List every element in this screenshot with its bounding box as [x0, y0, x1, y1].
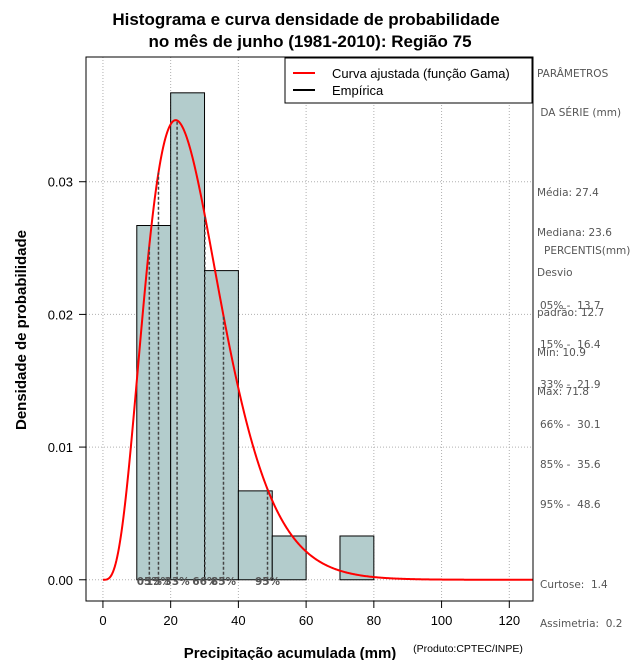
percentile-label-85: 85%: [211, 576, 237, 588]
percentis-heading: PERCENTIS(mm): [544, 245, 631, 257]
histogram-bar-4: [271, 535, 307, 581]
curtose: Curtose: 1.4: [540, 578, 608, 591]
params-panel: PARÂMETROS DA SÉRIE (mm) Média: 27.4 Med…: [537, 41, 621, 413]
percentis-panel: 05% - 13.7 15% - 16.4 33% - 21.9 66% - 3…: [540, 273, 622, 645]
param-min: Mín: 10.9: [537, 346, 586, 359]
chart-title-line1: Histograma e curva densidade de probabil…: [112, 10, 499, 29]
param-desvio: Desvio: [537, 266, 573, 279]
histogram-bar-1: [170, 92, 206, 581]
legend-box: [284, 57, 533, 104]
chart-title-line2: no mês de junho (1981-2010): Região 75: [148, 32, 471, 51]
y-tick-label-1: 0.01: [48, 440, 73, 455]
params-heading-line2: DA SÉRIE (mm): [537, 107, 622, 120]
percentil-66: 66% - 30.1: [540, 419, 601, 432]
x-tick-label-6: 120: [498, 613, 520, 628]
legend-label-1: Empírica: [332, 83, 384, 98]
percentile-label-15: 15%: [146, 576, 172, 588]
x-tick-label-4: 80: [367, 613, 381, 628]
y-tick-label-0: 0.00: [48, 573, 73, 588]
x-tick-label-2: 40: [231, 613, 245, 628]
x-tick-label-3: 60: [299, 613, 313, 628]
param-media: Média: 27.4: [537, 186, 599, 199]
x-axis-label: Precipitação acumulada (mm): [184, 645, 397, 660]
params-heading-line1: PARÂMETROS: [537, 67, 609, 80]
y-tick-label-2: 0.02: [48, 307, 73, 322]
param-max: Máx: 71.8: [537, 386, 589, 399]
histogram-bar-3: [237, 490, 273, 581]
percentil-85: 85% - 35.6: [540, 459, 601, 472]
percentil-05: 05% - 13.7: [540, 299, 601, 312]
legend-label-0: Curva ajustada (função Gama): [332, 66, 510, 81]
percentile-label-95: 95%: [255, 576, 281, 588]
percentil-33: 33% - 21.9: [540, 379, 601, 392]
histogram-bar-2: [204, 270, 239, 581]
param-padrao: padrão: 12.7: [537, 306, 605, 319]
x-tick-label-1: 20: [163, 613, 177, 628]
param-mediana: Mediana: 23.6: [537, 226, 612, 239]
percentil-15: 15% - 16.4: [540, 339, 601, 352]
y-axis-label: Densidade de probabilidade: [13, 230, 30, 430]
gamma-density-curve: [102, 119, 533, 581]
x-tick-label-5: 100: [431, 613, 453, 628]
histogram-bar-6: [339, 535, 375, 581]
x-tick-label-0: 0: [99, 613, 106, 628]
percentil-95: 95% - 48.6: [540, 499, 601, 512]
percentile-label-05: 05%: [137, 576, 163, 588]
assimetria: Assimetria: 0.2: [540, 618, 623, 631]
y-tick-label-3: 0.03: [48, 175, 73, 190]
percentile-label-66: 66%: [192, 576, 218, 588]
credit-label: (Produto:CPTEC/INPE): [413, 643, 523, 655]
percentile-label-33: 33%: [165, 576, 191, 588]
histogram-bar-0: [136, 225, 172, 581]
